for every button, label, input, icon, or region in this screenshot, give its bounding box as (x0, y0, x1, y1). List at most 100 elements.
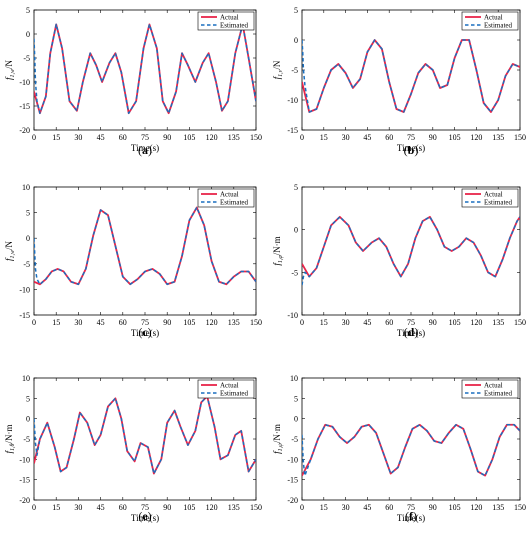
x-tick-label: 15 (52, 133, 60, 142)
y-tick-label: 5 (26, 209, 30, 218)
x-tick-label: 150 (250, 318, 262, 327)
x-tick-label: 90 (429, 318, 437, 327)
y-tick-label: 5 (294, 183, 298, 192)
y-axis-label: f1,ψ/N·m (272, 424, 284, 454)
x-tick-label: 135 (228, 133, 240, 142)
x-tick-label: 75 (141, 133, 149, 142)
x-tick-label: 30 (74, 318, 82, 327)
estimated-series-line (302, 424, 520, 477)
y-tick-label: 5 (294, 394, 298, 403)
legend-actual-label: Actual (220, 14, 239, 22)
y-tick-label: -15 (287, 126, 298, 135)
panel-caption: (d) (404, 325, 419, 339)
legend-estimated-label: Estimated (484, 22, 512, 30)
x-tick-label: 45 (97, 133, 105, 142)
y-tick-label: 0 (26, 30, 30, 39)
x-tick-label: 30 (342, 503, 350, 512)
legend-estimated-label: Estimated (220, 199, 248, 207)
legend-actual-label: Actual (484, 191, 503, 199)
x-tick-label: 150 (514, 133, 526, 142)
y-axis-label: f1,w/N (4, 240, 16, 261)
x-tick-label: 15 (320, 133, 328, 142)
x-tick-label: 75 (407, 503, 415, 512)
legend-estimated-label: Estimated (220, 390, 248, 398)
x-tick-label: 90 (163, 133, 171, 142)
x-tick-label: 75 (141, 318, 149, 327)
series-group (34, 23, 256, 115)
x-tick-label: 75 (141, 503, 149, 512)
x-tick-label: 60 (119, 318, 127, 327)
y-tick-label: 0 (294, 415, 298, 424)
y-tick-label: -15 (19, 476, 30, 485)
x-tick-label: 120 (206, 503, 218, 512)
y-tick-label: -10 (19, 455, 30, 464)
y-tick-label: 10 (290, 374, 298, 383)
estimated-series-line (302, 216, 520, 286)
x-tick-label: 105 (449, 503, 461, 512)
panel-f: 0 15 30 45 60 75 90 105 120 135 1501050-5-10-15-20… (272, 374, 526, 523)
y-tick-label: 0 (294, 36, 298, 45)
panel-caption: (f) (405, 509, 417, 523)
y-tick-label: -5 (23, 260, 30, 269)
x-tick-label: 0 (300, 133, 304, 142)
x-tick-label: 30 (342, 133, 350, 142)
estimated-series-line (302, 39, 520, 113)
y-tick-label: 0 (26, 234, 30, 243)
x-tick-label: 120 (470, 133, 482, 142)
x-tick-label: 120 (470, 503, 482, 512)
y-tick-label: 10 (22, 183, 30, 192)
x-tick-label: 75 (407, 318, 415, 327)
y-tick-label: -5 (291, 66, 298, 75)
x-tick-label: 105 (449, 133, 461, 142)
x-tick-label: 30 (74, 503, 82, 512)
panel-e: 0 15 30 45 60 75 90 105 120 135 1501050-5-10-15-20… (4, 374, 262, 523)
x-tick-label: 105 (183, 318, 195, 327)
x-tick-label: 60 (385, 503, 393, 512)
panel-a: 0 15 30 45 60 75 90 105 120 135 150 5 0 -5 -10 -15 -20 Ti… (4, 6, 262, 157)
x-tick-label: 15 (52, 318, 60, 327)
series-group (34, 395, 256, 475)
x-tick-label: 135 (228, 503, 240, 512)
x-tick-label: 90 (429, 503, 437, 512)
y-tick-label: -10 (19, 78, 30, 87)
series-group (302, 215, 520, 286)
x-axis-label: Time(s) (397, 513, 425, 523)
legend-actual-label: Actual (484, 382, 503, 390)
x-tick-label: 135 (492, 133, 504, 142)
y-tick-label: 5 (26, 6, 30, 15)
x-tick-label: 105 (449, 318, 461, 327)
y-tick-label: -15 (19, 311, 30, 320)
x-tick-label: 30 (342, 318, 350, 327)
x-tick-label: 120 (206, 318, 218, 327)
x-tick-label: 45 (363, 318, 371, 327)
legend-estimated-label: Estimated (484, 199, 512, 207)
x-tick-label: 45 (363, 133, 371, 142)
x-axis-label: Time(s) (131, 513, 159, 523)
legend-actual-label: Actual (484, 14, 503, 22)
x-tick-label: 30 (74, 133, 82, 142)
x-tick-label: 75 (407, 133, 415, 142)
x-tick-label: 0 (300, 318, 304, 327)
x-tick-label: 90 (163, 503, 171, 512)
actual-series-line (302, 215, 520, 278)
estimated-series-line (34, 23, 256, 114)
legend-actual-label: Actual (220, 191, 239, 199)
y-tick-label: -10 (287, 455, 298, 464)
y-tick-label: -20 (19, 126, 30, 135)
y-tick-label: -20 (287, 496, 298, 505)
y-tick-label: -5 (23, 54, 30, 63)
x-tick-label: 135 (492, 503, 504, 512)
legend-estimated-label: Estimated (220, 22, 248, 30)
x-tick-label: 60 (385, 318, 393, 327)
x-axis-label: Time(s) (131, 328, 159, 338)
legend-actual-label: Actual (220, 382, 239, 390)
x-tick-label: 45 (363, 503, 371, 512)
series-group (34, 206, 256, 286)
y-tick-label: -5 (291, 435, 298, 444)
x-tick-label: 15 (320, 318, 328, 327)
actual-series-line (34, 206, 256, 286)
